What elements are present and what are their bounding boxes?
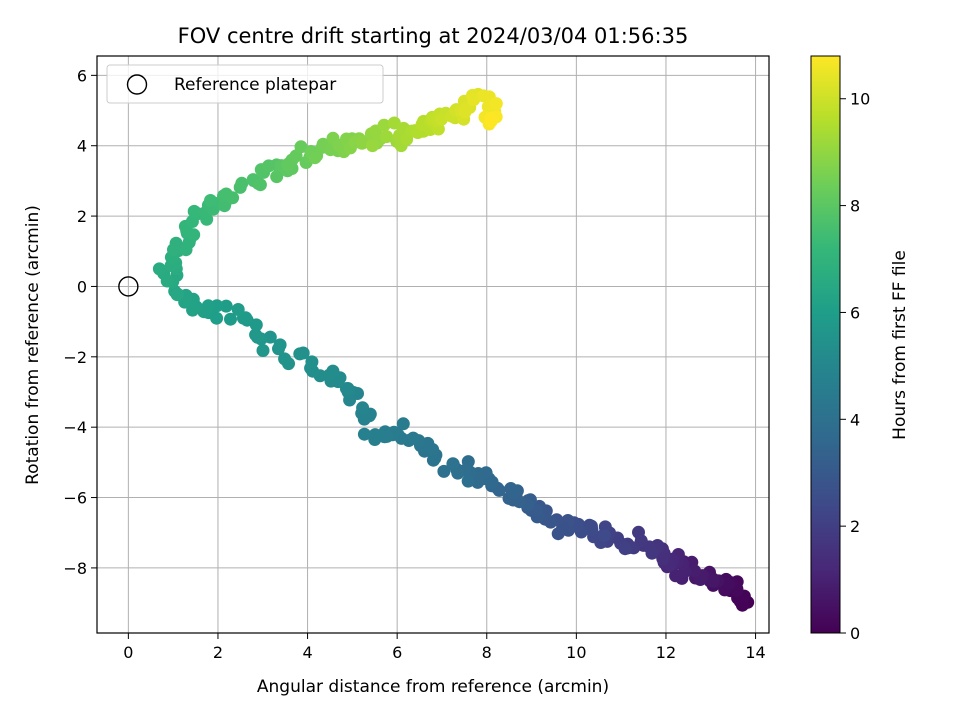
scatter-point: [467, 93, 481, 107]
scatter-point: [170, 288, 184, 302]
x-tick-label: 6: [392, 643, 402, 662]
y-tick-label: −2: [63, 348, 87, 367]
scatter-point: [406, 431, 420, 445]
scatter-point: [377, 118, 391, 132]
scatter-point: [152, 262, 166, 276]
x-axis-title: Angular distance from reference (arcmin): [257, 677, 609, 697]
scatter-point: [226, 191, 240, 205]
scatter-point: [484, 114, 498, 128]
scatter-point: [632, 525, 645, 539]
scatter-point: [294, 140, 308, 154]
scatter-point: [437, 464, 451, 478]
scatter-point: [489, 97, 503, 111]
scatter-point: [224, 312, 237, 326]
x-tick-label: 0: [123, 643, 133, 662]
legend-box: [106, 64, 384, 104]
scatter-point: [231, 303, 245, 316]
scatter-point: [396, 417, 410, 431]
scatter-point: [471, 475, 485, 489]
y-tick-label: −8: [63, 559, 87, 578]
scatter-point: [645, 546, 659, 560]
legend-label-reference-platepar: Reference platepar: [174, 75, 336, 95]
reference-marker-layer: [118, 276, 139, 297]
scatter-point: [357, 427, 371, 441]
x-tick-label: 2: [213, 643, 223, 662]
legend: Reference platepar: [106, 64, 384, 104]
colorbar-ticks: 0 2 4 6 8 10: [840, 90, 870, 643]
scatter-point: [485, 475, 499, 489]
scatter-point: [308, 151, 322, 165]
scatter-point: [219, 299, 233, 313]
y-axis-ticks: −8 −6 −4 −2 0 2 4 6: [63, 66, 97, 578]
scatter-point: [160, 274, 174, 288]
scatter-point: [551, 527, 565, 541]
scatter-point: [167, 243, 180, 257]
y-tick-label: 4: [77, 137, 87, 156]
scatter-points: [152, 87, 755, 612]
scatter-point: [597, 529, 611, 543]
x-tick-label: 4: [302, 643, 312, 662]
scatter-point: [251, 330, 264, 344]
scatter-point: [446, 457, 460, 471]
colorbar-tick-label: 6: [850, 303, 860, 322]
y-axis-title: Rotation from reference (arcmin): [23, 205, 43, 485]
x-tick-label: 8: [482, 643, 492, 662]
chart-title: FOV centre drift starting at 2024/03/04 …: [178, 24, 689, 48]
scatter-point: [459, 101, 473, 115]
reference-platepar-marker: [118, 276, 139, 297]
scatter-point: [296, 346, 310, 360]
scatter-point: [235, 176, 249, 190]
scatter-point: [368, 433, 382, 446]
x-tick-label: 14: [745, 643, 765, 662]
colorbar: [810, 55, 841, 634]
scatter-point: [618, 542, 632, 556]
scatter-point: [669, 569, 683, 583]
y-tick-label: −4: [63, 418, 87, 437]
scatter-point: [256, 344, 270, 357]
colorbar-title: Hours from first FF file: [890, 250, 910, 440]
x-tick-label: 12: [656, 643, 676, 662]
y-tick-label: 6: [77, 66, 87, 85]
scatter-point: [305, 355, 319, 369]
legend-hollow-circle-icon: [126, 74, 148, 95]
scatter-point: [239, 311, 253, 325]
scatter-point: [507, 486, 521, 500]
colorbar-tick-label: 10: [850, 90, 870, 109]
scatter-point: [366, 139, 379, 153]
scatter-point: [278, 352, 292, 366]
scatter-point: [461, 474, 475, 488]
colorbar-tick-label: 8: [850, 197, 860, 216]
scatter-point: [273, 338, 287, 352]
scatter-point: [204, 194, 217, 207]
colorbar-tick-label: 2: [850, 517, 860, 536]
scatter-point: [253, 178, 267, 192]
x-tick-label: 10: [566, 643, 586, 662]
scatter-point: [380, 130, 394, 144]
y-tick-label: 2: [77, 207, 87, 226]
scatter-point: [356, 401, 370, 415]
scatter-point: [434, 112, 448, 126]
y-tick-label: 0: [77, 277, 87, 296]
scatter-point: [187, 204, 201, 218]
x-axis-ticks: 0 2 4 6 8 10 12 14: [123, 633, 766, 662]
colorbar-tick-label: 4: [850, 410, 860, 429]
y-tick-label: −6: [63, 489, 87, 508]
scatter-point: [186, 303, 200, 317]
plot-frame: [96, 55, 770, 634]
colorbar-tick-label: 0: [850, 624, 860, 643]
scatter-point: [688, 564, 701, 578]
